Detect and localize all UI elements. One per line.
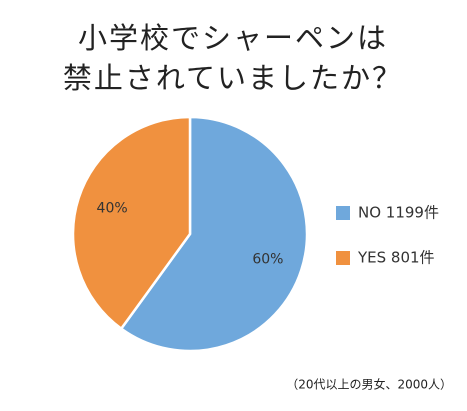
data-label: 60%: [252, 251, 283, 267]
legend-swatch: [336, 251, 350, 265]
chart-title: 禁止されていましたか？: [63, 61, 403, 95]
footnote: （20代以上の男女、2000人）: [286, 377, 452, 392]
pie-slice: [71, 115, 192, 331]
pie-slice: [119, 115, 309, 353]
chart-title: 小学校でシャーペンは: [78, 21, 388, 55]
legend-swatch: [336, 206, 350, 220]
data-label: 40%: [97, 201, 128, 217]
legend-label: YES 801件: [357, 249, 435, 267]
legend-label: NO 1199件: [358, 204, 439, 222]
